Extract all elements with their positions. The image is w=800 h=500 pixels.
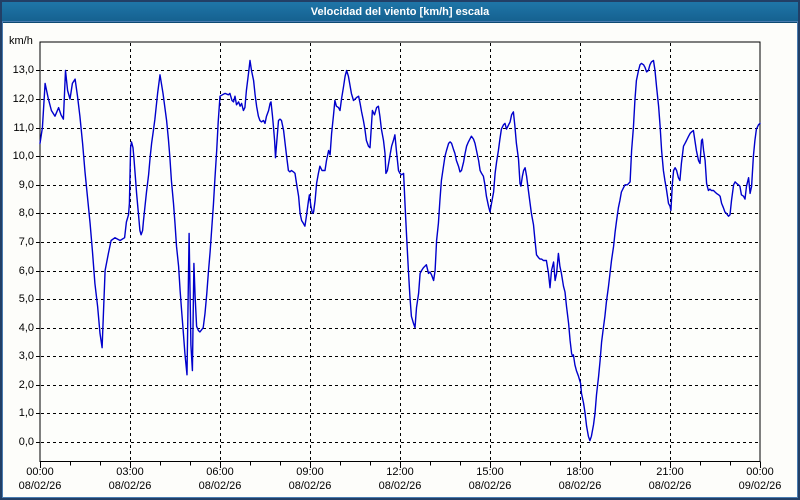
x-tick-date-label: 08/02/26 — [198, 480, 242, 492]
y-tick-label: 11,0 — [13, 121, 34, 134]
y-axis-unit-label: km/h — [9, 35, 33, 47]
y-tick-label: 3,0 — [18, 350, 34, 363]
y-tick-label: 12,0 — [12, 93, 34, 106]
y-tick-label: 13,0 — [12, 64, 34, 77]
y-tick-label: 9,0 — [18, 178, 34, 191]
y-tick-label: 10,0 — [12, 150, 34, 163]
x-tick-time-label: 03:00 — [116, 466, 144, 478]
x-tick-date-label: 08/02/26 — [18, 480, 62, 492]
x-tick-date-label: 08/02/26 — [288, 480, 332, 492]
y-tick-label: 8,0 — [18, 207, 34, 220]
y-tick-label: 1,0 — [18, 407, 34, 420]
x-tick-date-label: 08/02/26 — [558, 480, 602, 492]
wind-speed-line — [39, 59, 761, 442]
title-bar: Velocidad del viento [km/h] escala — [2, 2, 798, 23]
x-tick-time-label: 00:00 — [746, 466, 774, 478]
x-tick-time-label: 00:00 — [26, 466, 54, 478]
y-tick-label: 7,0 — [18, 235, 34, 248]
y-tick-label: 2,0 — [18, 378, 34, 391]
y-tick-label: 6,0 — [18, 264, 34, 277]
x-tick-date-label: 08/02/26 — [378, 480, 422, 492]
y-tick-label: 4,0 — [18, 321, 34, 334]
x-tick-time-label: 15:00 — [476, 466, 504, 478]
x-tick-date-label: 08/02/26 — [108, 480, 152, 492]
chart-title: Velocidad del viento [km/h] escala — [310, 6, 490, 18]
x-tick-date-label: 08/02/26 — [648, 480, 692, 492]
x-tick-time-label: 21:00 — [656, 466, 684, 478]
y-tick-label: 0,0 — [18, 436, 34, 448]
x-tick-time-label: 12:00 — [386, 466, 414, 478]
y-tick-label: 5,0 — [18, 293, 34, 306]
x-tick-date-label: 09/02/26 — [738, 480, 782, 492]
x-tick-date-label: 08/02/26 — [468, 480, 512, 492]
x-tick-time-label: 09:00 — [296, 466, 324, 478]
x-tick-time-label: 06:00 — [206, 466, 234, 478]
x-tick-time-label: 18:00 — [566, 466, 594, 478]
